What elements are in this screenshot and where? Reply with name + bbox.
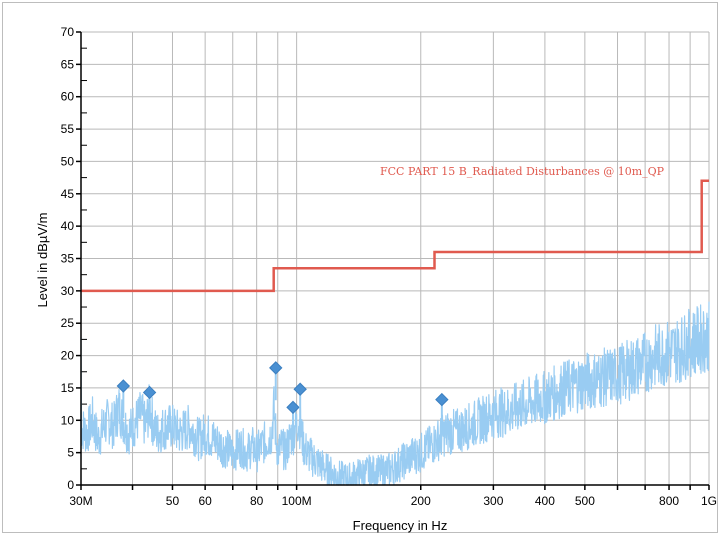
y-tick-label: 40 (61, 219, 75, 233)
peak-marker (116, 379, 131, 393)
y-tick-label: 10 (61, 413, 75, 427)
axes (76, 31, 710, 490)
measurement-trace (80, 301, 710, 486)
tick-labels: 0 5 10 15 20 25 30 35 40 45 50 55 60 65 70 30M 50 60 80 100… (61, 25, 717, 508)
y-tick-label: 20 (61, 349, 75, 363)
y-tick-label: 55 (61, 122, 75, 136)
x-tick-label: 400 (535, 494, 555, 508)
peak-marker (286, 400, 300, 415)
y-tick-label: 35 (61, 252, 75, 266)
trace-layer (80, 301, 710, 486)
x-tick-label: 200 (411, 494, 431, 508)
y-tick-label: 70 (61, 25, 75, 39)
x-tick-label: 100M (282, 494, 312, 508)
y-tick-label: 25 (61, 316, 75, 330)
peak-marker (435, 392, 449, 407)
y-tick-label: 30 (61, 284, 75, 298)
y-tick-label: 15 (61, 381, 75, 395)
x-tick-label: 60 (198, 494, 212, 508)
y-tick-label: 65 (61, 57, 75, 71)
marker-layer (116, 361, 449, 440)
peak-marker (142, 385, 157, 400)
y-tick-label: 45 (61, 187, 75, 201)
x-tick-label: 800 (659, 494, 679, 508)
x-tick-label: 300 (483, 494, 503, 508)
x-tick-label: 80 (250, 494, 264, 508)
y-tick-label: 0 (67, 478, 74, 492)
x-tick-label: 500 (575, 494, 595, 508)
limit-line (81, 179, 709, 293)
limit-layer (81, 179, 709, 293)
y-tick-label: 5 (67, 446, 74, 460)
x-axis-title: Frequency in Hz (353, 518, 448, 533)
peak-marker (293, 382, 307, 396)
y-axis-title: Level in dBµV/m (35, 213, 50, 308)
peak-marker (269, 361, 283, 375)
x-tick-label: 50 (166, 494, 180, 508)
x-tick-label: 1G (701, 494, 717, 508)
limit-line-label: FCC PART 15 B_Radiated Disturbances @ 10… (380, 165, 665, 178)
y-tick-label: 50 (61, 154, 75, 168)
y-tick-label: 60 (61, 90, 75, 104)
x-tick-label: 30M (69, 494, 92, 508)
